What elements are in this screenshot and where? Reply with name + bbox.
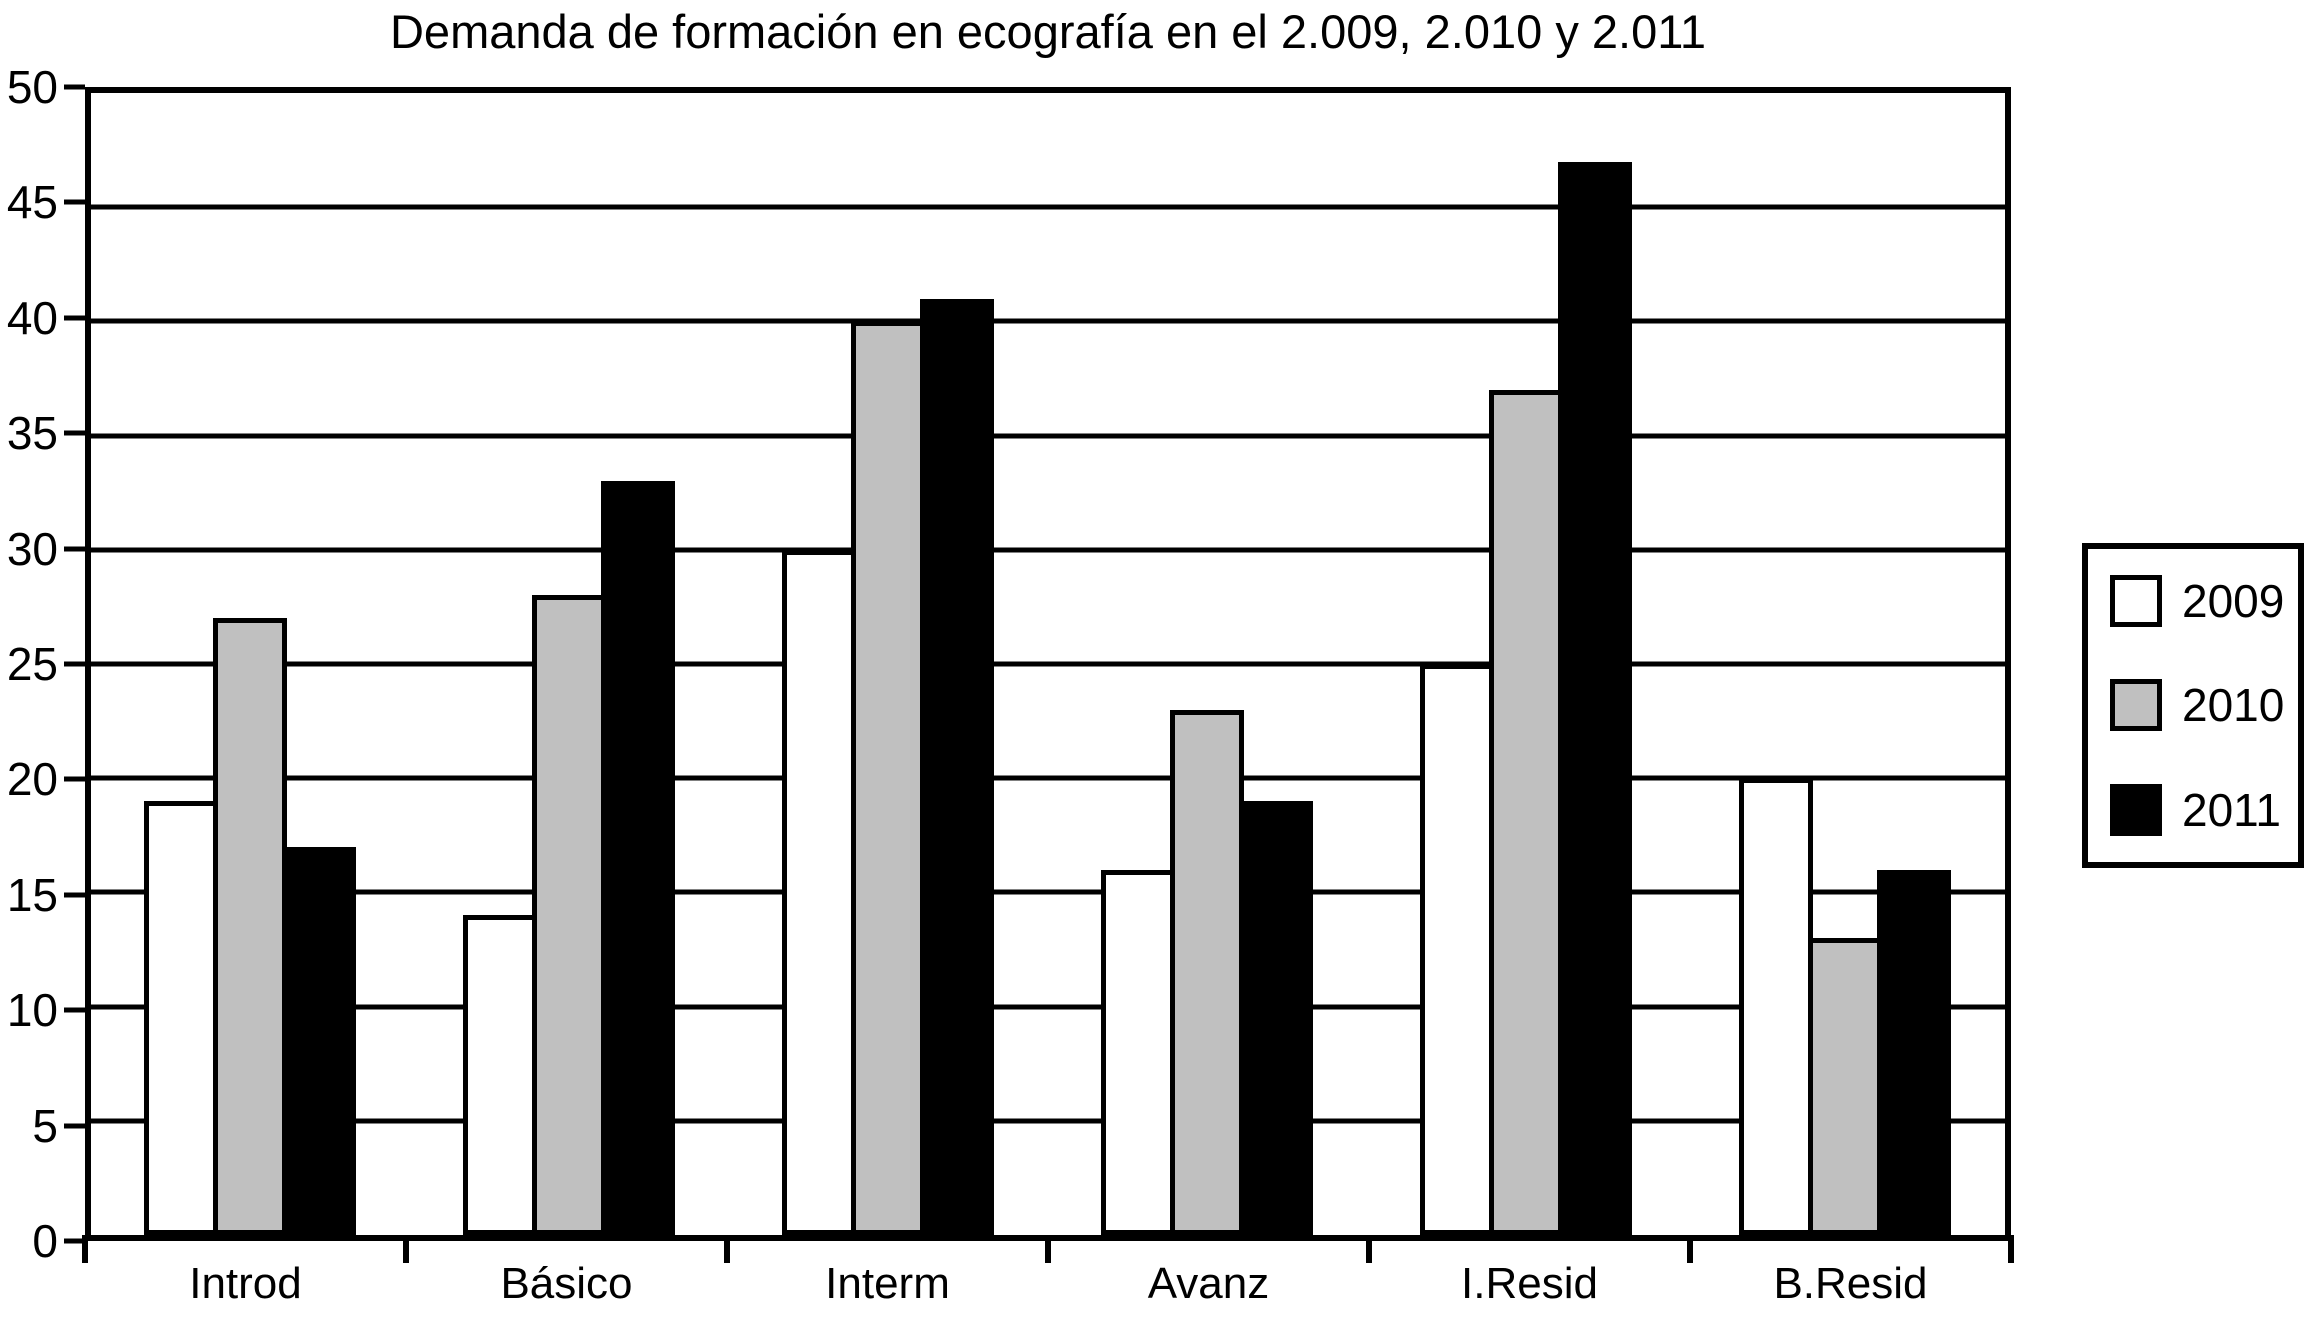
bar-2010-b-sico bbox=[532, 595, 607, 1235]
x-axis-labels: Introd Básico Interm Avanz I.Resid B.Resid bbox=[85, 1262, 2011, 1322]
bar-2011-avanz bbox=[1239, 801, 1314, 1235]
y-axis-label-45: 45 bbox=[6, 176, 58, 229]
y-axis-tick-50 bbox=[64, 84, 85, 90]
gridline-35 bbox=[91, 433, 2005, 439]
bar-group-introd bbox=[91, 93, 410, 1235]
bar-2009-introd bbox=[144, 801, 219, 1235]
x-axis-label-introd: Introd bbox=[189, 1259, 302, 1308]
x-axis-tick-3 bbox=[1045, 1235, 1051, 1263]
x-axis-tick-0 bbox=[82, 1235, 88, 1263]
legend-label-2009: 2009 bbox=[2182, 575, 2285, 628]
y-axis-tick-20 bbox=[64, 776, 85, 782]
legend: 2009 2010 2011 bbox=[2082, 543, 2304, 868]
legend-item-2009: 2009 bbox=[2110, 575, 2298, 628]
y-axis-tick-35 bbox=[64, 430, 85, 436]
bar-2010-b-resid bbox=[1808, 938, 1883, 1235]
y-axis-label-15: 15 bbox=[6, 868, 58, 921]
bar-2011-b-sico bbox=[601, 481, 676, 1235]
y-axis-tick-40 bbox=[64, 315, 85, 321]
x-axis-label-b-sico: Básico bbox=[500, 1259, 633, 1308]
bar-group-i-resid bbox=[1367, 93, 1686, 1235]
x-axis-tick-2 bbox=[723, 1235, 730, 1263]
legend-item-2010: 2010 bbox=[2110, 679, 2298, 732]
y-axis-label-25: 25 bbox=[6, 638, 58, 690]
y-axis-tick-0 bbox=[64, 1238, 85, 1244]
gridline-15 bbox=[91, 889, 2005, 895]
x-axis-label-interm: Interm bbox=[825, 1259, 950, 1308]
bar-2010-interm bbox=[851, 321, 926, 1235]
y-axis-tick-25 bbox=[64, 661, 85, 667]
bar-2011-i-resid bbox=[1558, 161, 1633, 1235]
gridline-40 bbox=[91, 318, 2005, 324]
x-axis-tick-6 bbox=[2008, 1235, 2014, 1263]
gridline-30 bbox=[91, 547, 2005, 553]
y-axis-label-20: 20 bbox=[6, 753, 58, 806]
y-axis-tick-30 bbox=[64, 546, 85, 552]
bar-2010-avanz bbox=[1170, 709, 1245, 1235]
x-axis-tick-5 bbox=[1687, 1235, 1693, 1263]
x-axis-tick-1 bbox=[402, 1235, 409, 1263]
y-axis-label-35: 35 bbox=[6, 407, 58, 460]
bar-2009-avanz bbox=[1101, 869, 1176, 1235]
gridline-20 bbox=[91, 775, 2005, 781]
bar-2010-introd bbox=[213, 618, 288, 1235]
gridline-5 bbox=[91, 1118, 2005, 1124]
x-axis-ticks bbox=[82, 1235, 2014, 1263]
y-axis-tick-5 bbox=[64, 1123, 85, 1129]
bar-2009-i-resid bbox=[1420, 664, 1495, 1235]
y-axis-tick-15 bbox=[64, 892, 85, 898]
y-axis-label-10: 10 bbox=[6, 984, 58, 1037]
bar-2009-b-resid bbox=[1739, 778, 1814, 1235]
bar-group-b-sico bbox=[410, 93, 729, 1235]
plot-area bbox=[85, 87, 2011, 1241]
y-axis-label-5: 5 bbox=[32, 1099, 58, 1152]
gridline-10 bbox=[91, 1004, 2005, 1010]
legend-swatch-2010 bbox=[2110, 679, 2162, 732]
bar-2011-interm bbox=[920, 298, 995, 1235]
y-axis-tick-10 bbox=[64, 1007, 85, 1013]
legend-item-2011: 2011 bbox=[2110, 783, 2298, 836]
y-axis-label-50: 50 bbox=[6, 61, 58, 113]
legend-label-2011: 2011 bbox=[2182, 783, 2281, 836]
y-axis-ticks bbox=[64, 84, 85, 1244]
bar-2010-i-resid bbox=[1489, 389, 1564, 1235]
chart-title: Demanda de formación en ecografía en el … bbox=[389, 5, 1707, 58]
legend-swatch-2011 bbox=[2110, 783, 2162, 836]
x-axis-label-i-resid: I.Resid bbox=[1461, 1259, 1598, 1308]
bar-2011-b-resid bbox=[1877, 869, 1952, 1235]
bar-group-interm bbox=[729, 93, 1048, 1235]
y-axis-label-30: 30 bbox=[6, 522, 58, 575]
x-axis-tick-4 bbox=[1365, 1235, 1372, 1263]
y-axis-label-40: 40 bbox=[6, 291, 58, 344]
x-axis-label-avanz: Avanz bbox=[1147, 1259, 1270, 1308]
legend-swatch-2009 bbox=[2110, 575, 2162, 628]
gridline-25 bbox=[91, 661, 2005, 667]
gridline-45 bbox=[91, 204, 2005, 210]
y-axis-labels: 0 5 10 15 20 25 30 35 40 45 50 bbox=[0, 64, 58, 1264]
x-axis-label-b-resid: B.Resid bbox=[1773, 1259, 1928, 1308]
bar-2009-b-sico bbox=[463, 915, 538, 1235]
y-axis-tick-45 bbox=[64, 199, 85, 205]
legend-label-2010: 2010 bbox=[2182, 679, 2285, 732]
y-axis-label-0: 0 bbox=[32, 1215, 58, 1267]
bar-2011-introd bbox=[282, 846, 357, 1235]
bar-2009-interm bbox=[782, 549, 857, 1235]
bar-group-b-resid bbox=[1686, 93, 2005, 1235]
bar-group-avanz bbox=[1048, 93, 1367, 1235]
